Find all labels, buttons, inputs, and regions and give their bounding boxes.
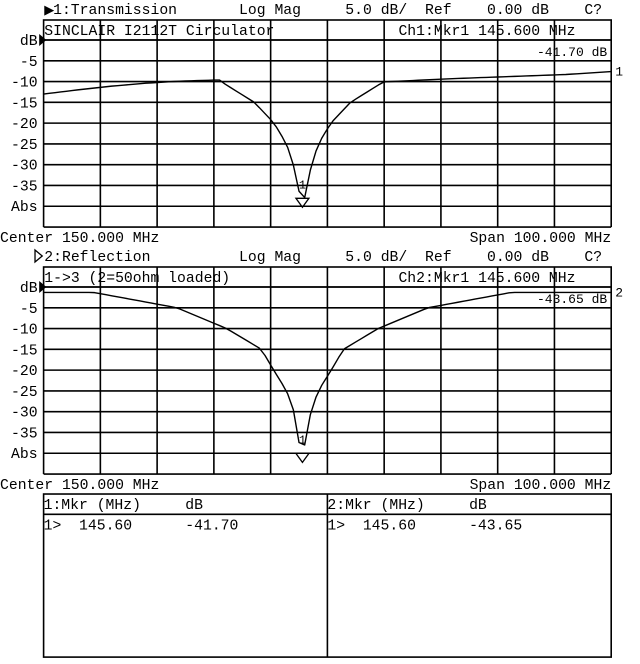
svg-text:2:Mkr (MHz): 2:Mkr (MHz): [327, 498, 424, 514]
svg-text:2: 2: [615, 285, 623, 300]
svg-text:145.600 MHz: 145.600 MHz: [478, 24, 575, 40]
svg-text:-30: -30: [11, 159, 38, 175]
svg-text:Span 100.000 MHz: Span 100.000 MHz: [470, 231, 612, 247]
svg-text:-20: -20: [11, 117, 38, 133]
svg-text:C?: C?: [584, 3, 602, 19]
svg-text:1>: 1>: [327, 518, 345, 534]
svg-text:dB: dB: [20, 281, 38, 297]
svg-text:-15: -15: [11, 96, 38, 112]
svg-text:-10: -10: [11, 76, 38, 92]
svg-text:Log Mag: Log Mag: [239, 250, 301, 266]
svg-text:-5: -5: [20, 55, 38, 71]
svg-text:-35: -35: [11, 426, 38, 442]
svg-text:-5: -5: [20, 302, 38, 318]
svg-text:dB: dB: [469, 498, 487, 514]
svg-text:-10: -10: [11, 323, 38, 339]
svg-text:-25: -25: [11, 385, 38, 401]
svg-text:-25: -25: [11, 138, 38, 154]
svg-text:145.60: 145.60: [363, 518, 416, 534]
svg-text:0.00 dB: 0.00 dB: [487, 250, 549, 266]
svg-text:-41.70: -41.70: [185, 518, 238, 534]
svg-text:C?: C?: [584, 250, 602, 266]
svg-text:1:Mkr (MHz): 1:Mkr (MHz): [44, 498, 141, 514]
svg-text:0.00 dB: 0.00 dB: [487, 3, 549, 19]
svg-text:145.60: 145.60: [79, 518, 132, 534]
svg-text:1: 1: [299, 178, 306, 192]
svg-text:-43.65 dB: -43.65 dB: [537, 292, 607, 307]
svg-text:-20: -20: [11, 364, 38, 380]
svg-text:-15: -15: [11, 343, 38, 359]
svg-text:-43.65: -43.65: [469, 518, 522, 534]
svg-text:Center 150.000 MHz: Center 150.000 MHz: [0, 231, 159, 247]
svg-text:1:Transmission: 1:Transmission: [53, 3, 177, 19]
svg-text:1>: 1>: [44, 518, 62, 534]
svg-text:-30: -30: [11, 406, 38, 422]
svg-text:dB: dB: [20, 34, 38, 50]
svg-text:145.600 MHz: 145.600 MHz: [478, 271, 575, 287]
svg-text:Ref: Ref: [425, 250, 452, 266]
svg-text:Ch1:Mkr1: Ch1:Mkr1: [398, 24, 469, 40]
svg-text:5.0 dB/: 5.0 dB/: [345, 250, 407, 266]
svg-text:1: 1: [615, 65, 623, 80]
svg-text:-41.70 dB: -41.70 dB: [537, 45, 607, 60]
svg-text:Center 150.000 MHz: Center 150.000 MHz: [0, 478, 159, 494]
svg-text:Ref: Ref: [425, 3, 452, 19]
svg-text:dB: dB: [185, 498, 203, 514]
svg-text:1: 1: [299, 433, 306, 447]
svg-text:-35: -35: [11, 179, 38, 195]
svg-text:Log Mag: Log Mag: [239, 3, 301, 19]
svg-text:5.0 dB/: 5.0 dB/: [345, 3, 407, 19]
svg-text:SINCLAIR I2112T Circulator: SINCLAIR I2112T Circulator: [44, 24, 274, 40]
svg-text:Ch2:Mkr1: Ch2:Mkr1: [398, 271, 469, 287]
svg-text:Span 100.000 MHz: Span 100.000 MHz: [470, 478, 612, 494]
svg-text:Abs: Abs: [11, 447, 38, 463]
svg-text:Abs: Abs: [11, 200, 38, 216]
svg-text:2:Reflection: 2:Reflection: [44, 250, 150, 266]
svg-text:1->3 (2=50ohm loaded): 1->3 (2=50ohm loaded): [44, 271, 230, 287]
